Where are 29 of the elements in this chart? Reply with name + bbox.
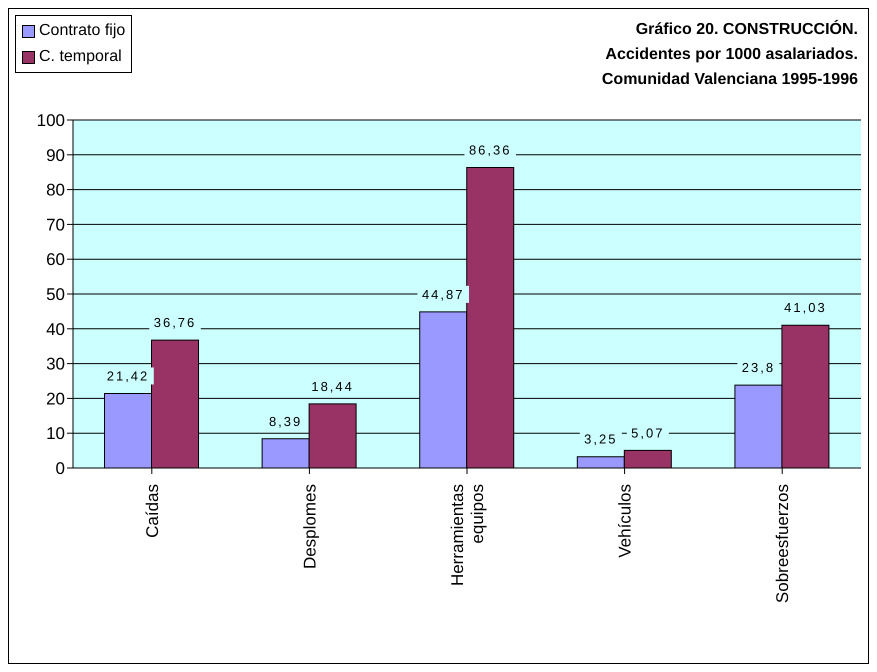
x-tick-label: Sobreesfuerzos xyxy=(773,484,792,604)
data-label: 44,87 xyxy=(422,286,464,302)
y-tick-label: 50 xyxy=(46,285,65,304)
x-tick-label: Caídas xyxy=(142,484,162,538)
y-tick-label: 30 xyxy=(46,354,65,374)
y-tick-label: 10 xyxy=(46,424,65,444)
y-tick-label: 20 xyxy=(46,389,65,408)
data-label: 3,25 xyxy=(584,432,618,447)
x-tick-label: Vehículos xyxy=(616,484,635,558)
data-label: 36,76 xyxy=(154,315,196,330)
legend-label: C. temporal xyxy=(39,47,122,67)
data-label: 18,44 xyxy=(311,378,354,394)
y-tick-label: 40 xyxy=(46,320,65,339)
data-label: 41,03 xyxy=(784,300,827,316)
data-label: 8,39 xyxy=(268,414,302,429)
y-tick-label: 100 xyxy=(36,111,65,130)
x-tick-label: Herramientas equipos xyxy=(448,484,487,586)
chart-title: Gráfico 20. CONSTRUCCIÓN. Accidentes por 1000 asalariados. Comunidad Valenciana 1995-1996 xyxy=(602,18,858,90)
data-label: 23,8 xyxy=(742,360,776,376)
data-label: 86,36 xyxy=(468,142,512,158)
data-label: 5,07 xyxy=(631,425,664,440)
data-label: 21,42 xyxy=(106,368,150,384)
y-tick-label: 80 xyxy=(46,180,65,200)
y-tick-label: 60 xyxy=(46,250,65,270)
x-tick-label: Desplomes xyxy=(300,484,320,570)
y-tick-label: 70 xyxy=(46,215,65,234)
legend-label: Contrato fijo xyxy=(39,21,126,41)
y-tick-label: 90 xyxy=(46,146,65,165)
y-tick-label: 0 xyxy=(56,459,65,478)
